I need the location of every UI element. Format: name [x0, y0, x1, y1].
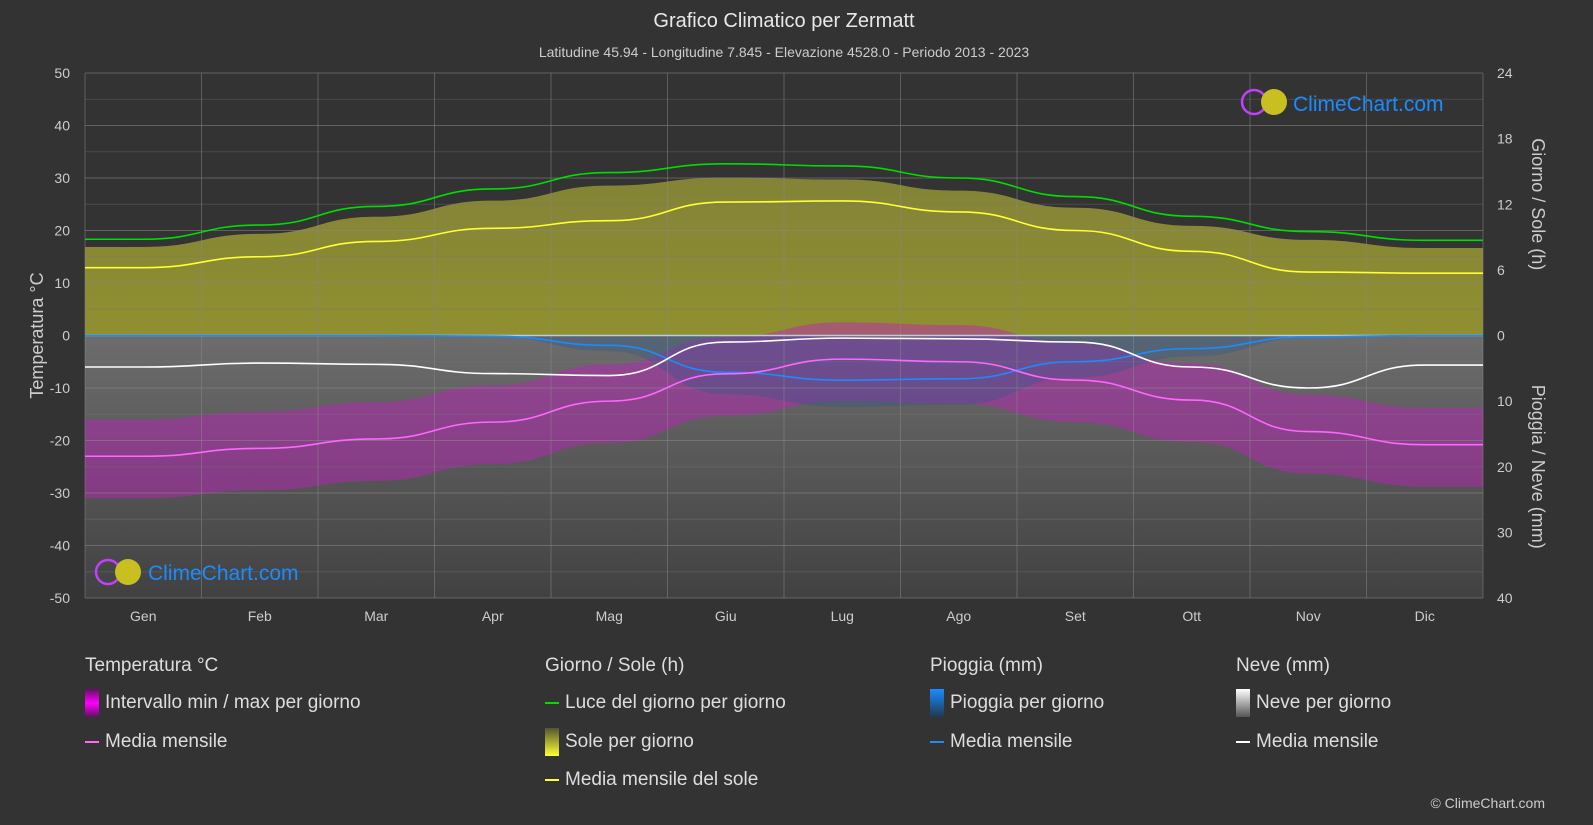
x-tick-label: Gen	[130, 608, 156, 624]
snow-mean-line	[85, 337, 1483, 389]
watermark-top: ClimeChart.com	[1240, 88, 1444, 116]
x-tick-label: Lug	[831, 608, 854, 624]
y-left-tick-label: -20	[50, 433, 70, 449]
legend-temp-title: Temperatura °C	[85, 655, 219, 676]
snow-mean-swatch	[1236, 741, 1250, 743]
chart-title: Grafico Climatico per Zermatt	[653, 10, 915, 32]
y-right-top-tick-label: 6	[1497, 262, 1505, 278]
x-tick-label: Nov	[1296, 608, 1321, 624]
y-left-tick-label: -30	[50, 485, 70, 501]
legend-sun-mean: Media mensile del sole	[545, 769, 758, 791]
x-tick-label: Ago	[946, 608, 971, 624]
legend-rain-mean: Media mensile	[930, 731, 1073, 753]
legend-sunshine: Sole per giorno	[545, 728, 694, 756]
y-right-bottom-tick-label: 30	[1497, 524, 1513, 540]
y-left-tick-label: 10	[54, 275, 70, 291]
legend-rain-daily: Pioggia per giorno	[930, 689, 1104, 717]
rain-swatch	[930, 689, 944, 717]
legend-sun-title: Giorno / Sole (h)	[545, 655, 685, 676]
x-tick-label: Mar	[364, 608, 388, 624]
x-tick-label: Dic	[1415, 608, 1435, 624]
watermark-text: ClimeChart.com	[148, 562, 299, 585]
x-tick-label: Ott	[1182, 608, 1201, 624]
y-right-bottom-tick-label: 20	[1497, 459, 1513, 475]
legend-label: Media mensile del sole	[565, 769, 759, 790]
legend-label: Sole per giorno	[565, 731, 694, 752]
legend-label: Media mensile	[950, 731, 1073, 752]
sunshine-mean-line	[85, 200, 1483, 274]
temp-mean-swatch	[85, 741, 99, 743]
legend-rain-title: Pioggia (mm)	[930, 655, 1043, 676]
sun-mean-swatch	[545, 779, 559, 781]
legend-label: Luce del giorno per giorno	[565, 692, 786, 713]
legend-temp-mean: Media mensile	[85, 731, 228, 753]
temp-range-swatch	[85, 689, 99, 717]
rain-mean-line	[85, 334, 1483, 381]
temp-mean-line	[85, 358, 1483, 458]
copyright: © ClimeChart.com	[1430, 795, 1545, 811]
y-right-top-tick-label: 0	[1497, 328, 1505, 344]
chart-subtitle: Latitudine 45.94 - Longitudine 7.845 - E…	[538, 44, 1030, 60]
rain-mean-swatch	[930, 741, 944, 743]
watermark-bottom: ClimeChart.com	[94, 558, 299, 586]
y-left-tick-label: -10	[50, 380, 70, 396]
y-left-tick-label: 30	[54, 170, 70, 186]
x-tick-label: Giu	[715, 608, 737, 624]
legend-temp-range: Intervallo min / max per giorno	[85, 689, 361, 717]
legend-label: Intervallo min / max per giorno	[105, 692, 361, 713]
y-left-tick-label: 40	[54, 118, 70, 134]
daylight-line	[84, 162, 1484, 242]
legend-snow-mean: Media mensile	[1236, 731, 1379, 753]
y-right-bottom-tick-label: 40	[1497, 590, 1513, 606]
y-right-top-tick-label: 24	[1497, 65, 1513, 81]
watermark-text: ClimeChart.com	[1293, 93, 1444, 116]
y-right-bottom-tick-label: 10	[1497, 393, 1513, 409]
y-right-top-tick-label: 12	[1497, 196, 1513, 212]
sunshine-swatch	[545, 728, 559, 756]
legend-label: Media mensile	[1256, 731, 1379, 752]
y-left-tick-label: -50	[50, 590, 70, 606]
legend-snow-daily: Neve per giorno	[1236, 689, 1391, 717]
y-right-top-axis-label: Giorno / Sole (h)	[1528, 138, 1548, 270]
y-left-tick-label: 0	[62, 328, 70, 344]
legend-label: Media mensile	[105, 731, 228, 752]
y-left-axis-label: Temperatura °C	[27, 272, 47, 398]
snow-swatch	[1236, 689, 1250, 717]
x-tick-label: Apr	[482, 608, 504, 624]
legend-snow-title: Neve (mm)	[1236, 655, 1330, 676]
daylight-swatch	[545, 702, 559, 704]
x-tick-label: Mag	[596, 608, 623, 624]
legend-label: Pioggia per giorno	[950, 692, 1105, 713]
y-right-bottom-axis-label: Pioggia / Neve (mm)	[1528, 385, 1548, 549]
y-left-tick-label: 50	[54, 65, 70, 81]
legend-label: Neve per giorno	[1256, 692, 1392, 713]
x-tick-label: Feb	[248, 608, 272, 624]
x-tick-label: Set	[1065, 608, 1086, 624]
y-right-top-tick-label: 18	[1497, 131, 1513, 147]
climate-chart: 50 40 30 20 10 0 -10 -20 -30 -40 -50 24 18 12 6 0 10 20 30…	[27, 65, 1548, 624]
y-left-tick-label: 20	[54, 223, 70, 239]
legend-daylight: Luce del giorno per giorno	[545, 692, 786, 714]
y-left-tick-label: -40	[50, 538, 70, 554]
